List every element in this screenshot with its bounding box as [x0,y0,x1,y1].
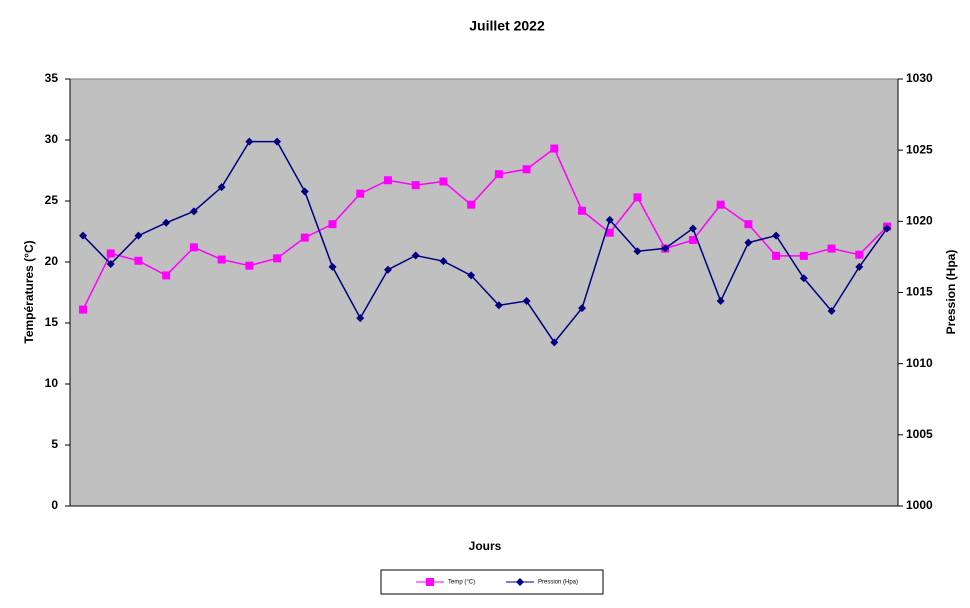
point [439,177,448,186]
point [189,207,198,216]
point [744,220,753,229]
point [328,262,337,271]
point [605,228,614,237]
point [494,170,503,179]
point [79,305,87,314]
point [467,271,476,280]
point [550,144,559,153]
point [217,255,226,264]
point [522,297,531,306]
legend-label: Pression (Hpa) [538,580,578,586]
plot-area [69,78,899,507]
point [633,193,642,202]
point [799,251,808,260]
y2-tick-label: 1000 [906,498,933,512]
point [633,247,642,256]
chart-title: Juillet 2022 [469,18,545,34]
point [605,215,614,224]
point [716,297,725,306]
point [217,183,226,192]
point [383,265,392,274]
y-axis-label: Températures (°C) [22,240,36,343]
point [550,338,559,347]
y-tick-label: 30 [45,132,59,146]
point [79,231,87,240]
y-tick-label: 10 [45,376,59,390]
y-tick-label: 5 [51,437,58,451]
point [106,260,115,269]
point [106,249,115,258]
point [799,274,808,283]
point [134,231,143,240]
y2-tick-label: 1030 [906,71,933,85]
y2-tick-label: 1020 [906,214,933,228]
point [356,314,365,323]
point [439,257,448,266]
point [356,189,365,198]
point [328,220,337,229]
legend-label: Temp (°C) [448,580,475,586]
series-line [82,140,888,344]
point [494,301,503,310]
point [688,236,697,245]
point [661,244,670,253]
y2-axis-label: Pression (Hpa) [944,250,958,335]
y2-tick-label: 1015 [906,285,933,299]
point [855,250,864,259]
series-line [82,147,888,310]
point [411,251,420,260]
point [300,187,309,196]
point [162,218,171,227]
point [383,176,392,185]
y-tick-label: 20 [45,254,59,268]
point [827,307,836,316]
point [855,262,864,271]
point [162,271,171,280]
y2-tick-label: 1010 [906,356,933,370]
point [772,251,781,260]
point [883,224,891,233]
point [716,200,725,209]
point [273,137,282,146]
point [245,137,254,146]
point [467,200,476,209]
y2-tick-label: 1025 [906,142,933,156]
point [300,233,309,242]
point [578,304,587,313]
point [426,578,434,586]
point [522,165,531,174]
x-axis-label: Jours [469,539,502,553]
point [189,243,198,252]
point [273,254,282,263]
point [578,206,587,215]
y-tick-label: 0 [51,498,58,512]
point [245,261,254,270]
y-tick-label: 25 [45,193,59,207]
point [411,181,420,190]
point [688,224,697,233]
y2-tick-label: 1005 [906,427,933,441]
point [744,238,753,247]
point [772,231,781,240]
point [827,244,836,253]
point [516,578,524,586]
point [134,256,143,265]
y-tick-label: 15 [45,315,59,329]
y-tick-label: 35 [45,71,59,85]
